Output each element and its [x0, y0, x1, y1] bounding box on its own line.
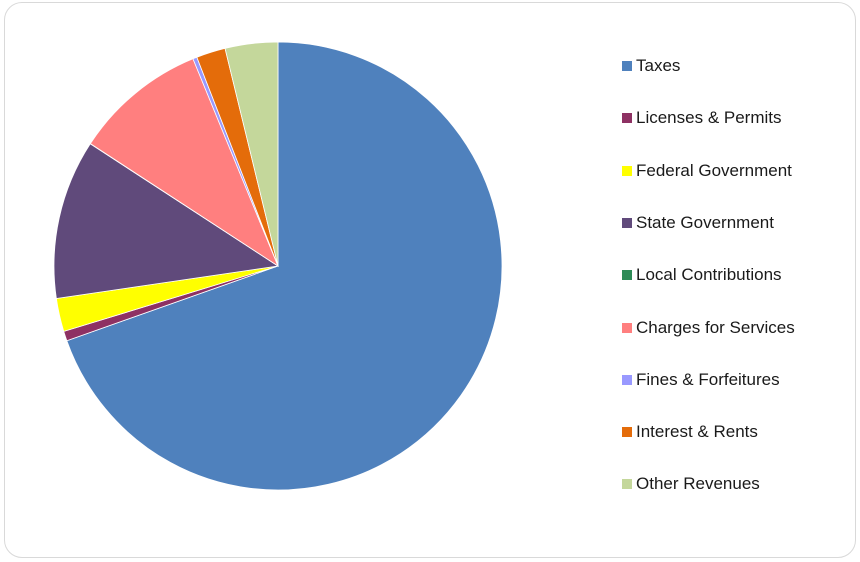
- legend-label: Licenses & Permits: [636, 108, 782, 128]
- legend-label: State Government: [636, 212, 774, 232]
- legend-label: Taxes: [636, 56, 681, 75]
- legend-item-charges-for-services: Charges for Services: [622, 317, 795, 339]
- legend-label: Federal Government: [636, 160, 792, 180]
- legend-label: Charges for Services: [636, 317, 795, 337]
- chart-area: Taxes Licenses & Permits Federal Governmen…: [4, 2, 856, 558]
- pie-slice-other-revenues: [224, 41, 279, 267]
- legend-swatch: [622, 61, 632, 71]
- legend-label: Fines & Forfeitures: [636, 369, 780, 389]
- pie-slice-taxes: [66, 41, 503, 491]
- pie-slice-charges-for-services: [89, 58, 279, 268]
- pie-slice-state-government: [53, 143, 280, 299]
- legend-label: Interest & Rents: [636, 422, 758, 442]
- legend-swatch: [622, 270, 632, 281]
- legend-swatch: [622, 165, 632, 176]
- legend-item-other-revenues: Other Revenues: [622, 473, 760, 495]
- legend-swatch: [622, 374, 632, 385]
- pie-chart: [53, 41, 503, 491]
- legend-swatch: [622, 322, 632, 333]
- legend-swatch: [622, 217, 632, 228]
- legend-item-interest-and-rents: Interest & Rents: [622, 421, 758, 443]
- legend-item-federal-government: Federal Government: [622, 160, 792, 182]
- legend-item-state-government: State Government: [622, 212, 774, 234]
- legend-swatch: [622, 479, 632, 490]
- legend-swatch: [622, 427, 632, 438]
- legend-label: Local Contributions: [636, 265, 782, 285]
- legend-item-fines-and-forfeitures: Fines & Forfeitures: [622, 369, 780, 391]
- legend-swatch: [622, 113, 632, 124]
- legend-item-local-contributions: Local Contributions: [622, 264, 782, 286]
- legend-item-licenses-and-permits: Licenses & Permits: [622, 107, 782, 129]
- legend-label: Other Revenues: [636, 474, 760, 494]
- legend-item-taxes: Taxes: [622, 55, 680, 77]
